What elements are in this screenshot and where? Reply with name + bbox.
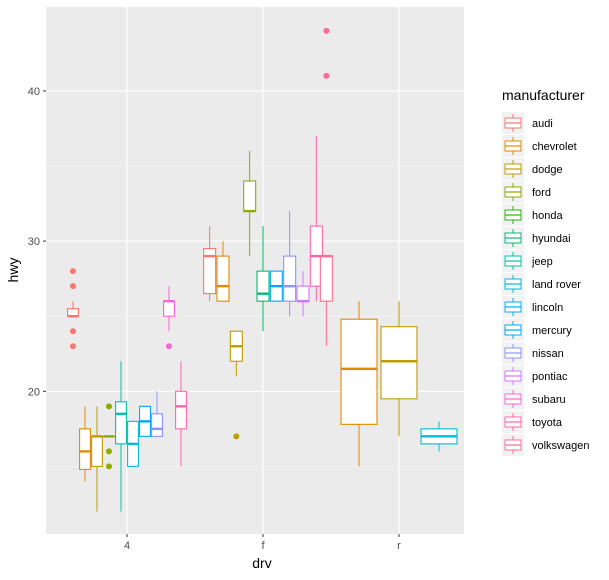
legend-item: audi [502,112,553,134]
box-iqr [115,401,127,445]
legend: manufacturer audi chevrolet dodge ford honda… [502,87,589,456]
legend-label: honda [532,210,563,222]
box [139,405,151,437]
box [243,150,257,257]
y-tick-label: 30 [28,236,40,248]
box [269,270,283,302]
x-tick-label: r [397,540,401,552]
y-tick-label: 40 [28,86,40,98]
legend-label: chevrolet [532,141,577,153]
legend-item: mercury [502,319,572,341]
legend-label: lincoln [532,302,563,314]
outlier-point [70,268,76,275]
box-iqr [203,248,217,295]
legend-item: subaru [502,388,566,410]
outlier-point [106,403,112,410]
outlier-point [70,283,76,290]
box [380,301,418,437]
x-axis-title: drv [252,555,271,571]
legend-item: nissan [502,342,564,364]
legend-label: mercury [532,325,572,337]
box [115,361,127,512]
outlier-point [323,72,330,79]
y-tick-label: 20 [28,386,40,398]
legend-item: dodge [502,158,563,180]
box [67,268,79,350]
box [175,361,187,467]
x-axis: 4 f r [124,534,401,552]
box [256,226,270,332]
box [91,406,103,512]
legend-item: land rover [502,273,581,295]
box [283,211,297,317]
legend-label: audi [532,118,553,130]
x-tick-label: f [261,540,265,552]
box [203,226,217,302]
box [127,420,139,467]
box-iqr [243,180,257,212]
y-axis-title: hwy [5,258,21,283]
box-iqr [256,270,270,302]
box [163,286,175,350]
minor-gridlines [46,165,464,467]
outlier-point [323,27,330,34]
box [216,241,230,302]
legend-item: toyota [502,411,563,433]
legend-label: ford [532,187,551,199]
legend-label: toyota [532,417,563,429]
box-iqr [163,300,175,317]
x-tick-label: 4 [124,540,130,552]
plot-panel [46,7,464,534]
legend-item: pontiac [502,365,568,387]
legend-label: land rover [532,279,581,291]
legend-item: lincoln [502,296,563,318]
outlier-point [166,343,172,350]
outlier-point [106,448,112,455]
box [420,421,458,452]
box [296,271,310,317]
legend-label: jeep [531,256,553,268]
legend-label: hyundai [532,233,571,245]
legend-item: hyundai [502,227,571,249]
legend-item: jeep [502,250,553,272]
box-iqr [79,428,91,470]
box-iqr [380,326,418,400]
outlier-point [233,433,240,440]
box [79,406,91,482]
outlier-point [70,343,76,350]
box-iqr [283,255,297,302]
boxplot-series [67,27,458,512]
legend-label: subaru [532,394,566,406]
box-iqr [216,255,230,302]
box-iqr [296,285,310,302]
box-iqr [175,390,187,430]
legend-item: volkswagen [502,434,589,456]
box [151,391,163,437]
legend-item: ford [502,181,551,203]
box [319,27,333,347]
outlier-point [106,463,112,470]
box [229,330,243,440]
major-gridlines [46,7,464,534]
legend-label: nissan [532,348,564,360]
box-iqr [91,435,103,467]
box-iqr [340,318,378,425]
box-iqr [319,255,333,302]
legend-item: chevrolet [502,135,577,157]
legend-title: manufacturer [502,87,585,103]
box [103,403,115,470]
box [340,301,378,467]
outlier-point [70,328,76,335]
box-iqr [151,413,163,437]
legend-item: honda [502,204,563,226]
legend-label: dodge [532,164,563,176]
legend-label: pontiac [532,371,568,383]
legend-label: volkswagen [532,440,589,452]
y-axis: 20 30 40 [28,86,46,398]
